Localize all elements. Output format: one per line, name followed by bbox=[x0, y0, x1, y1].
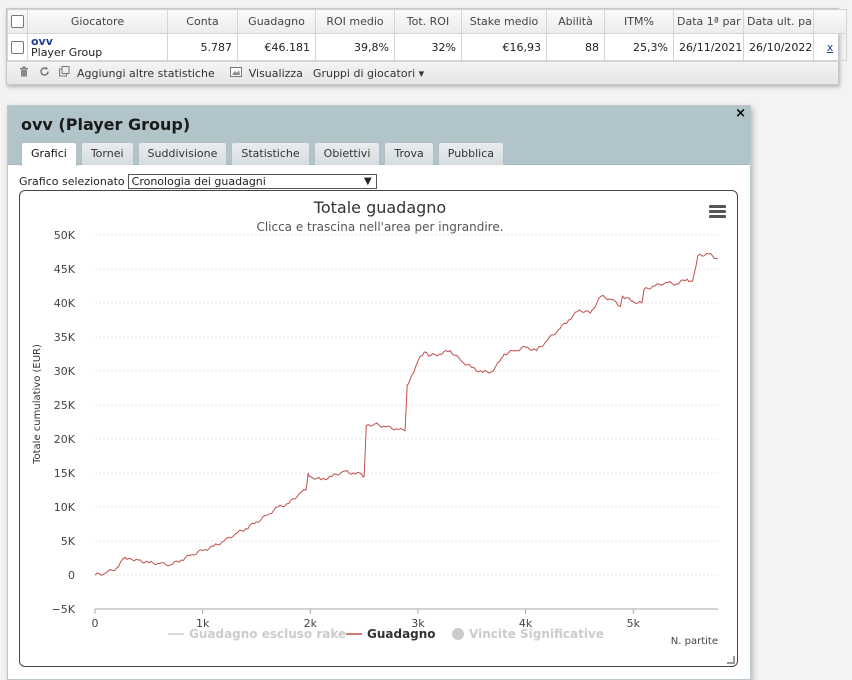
cell-remove: x bbox=[813, 33, 847, 61]
col-header-actions bbox=[813, 9, 847, 34]
cell-profit: €46.181 bbox=[237, 33, 316, 61]
col-header-profit[interactable]: Guadagno bbox=[237, 9, 316, 34]
col-header-avg-roi[interactable]: ROI medio bbox=[315, 9, 395, 34]
chart-subtitle: Clicca e trascina nell'area per ingrandi… bbox=[256, 220, 503, 234]
col-header-itm[interactable]: ITM% bbox=[604, 9, 674, 34]
y-axis-ticks: −5K 0 5K 10K 15K 20K 25K 30K 35K 40K 45K 50K bbox=[52, 229, 76, 616]
legend-item[interactable]: Guadagno escluso rake bbox=[189, 627, 346, 641]
trash-icon[interactable] bbox=[17, 66, 31, 80]
player-dialog: ovv (Player Group) × Grafici Tornei Sudd… bbox=[7, 105, 751, 680]
chart-container[interactable]: Totale guadagno Clicca e trascina nell'a… bbox=[19, 190, 738, 667]
stats-table: Giocatore Conta Guadagno ROI medio Tot. … bbox=[7, 9, 847, 61]
stats-toolbar: Aggiungi altre statistiche Visualizza Gr… bbox=[7, 61, 838, 84]
y-tick-label: 10K bbox=[54, 501, 76, 514]
x-tick-label: 3k bbox=[411, 617, 425, 630]
x-axis-ticks: 0 1k 2k 3k 4k 5k bbox=[92, 609, 641, 630]
resize-handle[interactable] bbox=[727, 656, 735, 664]
tab-suddivisione[interactable]: Suddivisione bbox=[137, 142, 228, 165]
player-groups-dropdown[interactable]: Gruppi di giocatori ▾ bbox=[312, 66, 425, 80]
tab-statistiche[interactable]: Statistiche bbox=[231, 142, 310, 165]
tab-grafici[interactable]: Grafici bbox=[21, 142, 77, 166]
table-header-row: Giocatore Conta Guadagno ROI medio Tot. … bbox=[7, 9, 847, 34]
add-stats-button[interactable]: Aggiungi altre statistiche bbox=[77, 66, 215, 80]
cell-total-roi: 32% bbox=[394, 33, 462, 61]
dialog-tabs: Grafici Tornei Suddivisione Statistiche … bbox=[21, 142, 505, 166]
col-header-total-roi[interactable]: Tot. ROI bbox=[394, 9, 462, 34]
y-tick-label: 20K bbox=[54, 433, 76, 446]
table-row: ovv Player Group 5.787 €46.181 39,8% 32%… bbox=[7, 33, 847, 61]
legend-marker[interactable] bbox=[452, 628, 464, 640]
chart-title: Totale guadagno bbox=[313, 198, 446, 217]
hamburger-menu-icon[interactable] bbox=[709, 205, 726, 218]
legend-item[interactable]: Vincite Significative bbox=[469, 627, 604, 641]
x-tick-label: 2k bbox=[304, 617, 318, 630]
dialog-header: ovv (Player Group) × Grafici Tornei Sudd… bbox=[8, 106, 750, 166]
y-tick-label: 0 bbox=[68, 569, 75, 582]
y-tick-label: 45K bbox=[54, 263, 76, 276]
cell-itm: 25,3% bbox=[604, 33, 674, 61]
chart-select[interactable]: Cronologia dei guadagni ▼ bbox=[127, 174, 377, 189]
refresh-icon[interactable] bbox=[37, 66, 51, 80]
x-axis-label: N. partite bbox=[671, 636, 718, 647]
chart-legend: Guadagno escluso rake Guadagno Vincite Sig… bbox=[168, 627, 604, 641]
player-name-link[interactable]: ovv bbox=[31, 35, 53, 48]
player-cell: ovv Player Group bbox=[27, 33, 168, 61]
remove-player-link[interactable]: x bbox=[826, 40, 834, 54]
close-icon[interactable]: × bbox=[735, 106, 746, 121]
x-tick-label: 0 bbox=[92, 617, 99, 630]
cell-ability: 88 bbox=[546, 33, 605, 61]
view-icon[interactable] bbox=[229, 66, 243, 80]
col-header-player[interactable]: Giocatore bbox=[27, 9, 168, 34]
cell-avg-stake: €16,93 bbox=[461, 33, 547, 61]
y-tick-label: 40K bbox=[54, 297, 76, 310]
col-header-ability[interactable]: Abilità bbox=[546, 9, 605, 34]
cell-count: 5.787 bbox=[167, 33, 238, 61]
select-all-cell[interactable] bbox=[7, 9, 28, 34]
x-tick-label: 5k bbox=[627, 617, 641, 630]
view-button[interactable]: Visualizza bbox=[248, 66, 303, 80]
row-checkbox[interactable] bbox=[11, 40, 24, 54]
col-header-avg-stake[interactable]: Stake medio bbox=[461, 9, 547, 34]
dialog-title: ovv (Player Group) bbox=[21, 115, 191, 134]
cell-first-date: 26/11/2021 bbox=[673, 33, 744, 61]
add-stats-icon[interactable] bbox=[57, 66, 71, 80]
series-line-guadagno[interactable] bbox=[94, 252, 719, 576]
y-tick-label: 25K bbox=[54, 399, 76, 412]
y-axis-label: Totale cumulativo (EUR) bbox=[32, 344, 43, 465]
y-tick-label: 35K bbox=[54, 331, 76, 344]
tab-tornei[interactable]: Tornei bbox=[80, 142, 134, 165]
chart-select-label: Grafico selezionato bbox=[19, 175, 125, 188]
x-tick-label: 1k bbox=[196, 617, 210, 630]
cell-last-date: 26/10/2022 bbox=[743, 33, 814, 61]
chart-select-row: Grafico selezionato Cronologia dei guada… bbox=[19, 174, 377, 189]
legend-item[interactable]: Guadagno bbox=[367, 627, 436, 641]
row-select-cell[interactable] bbox=[7, 33, 28, 61]
col-header-first-date[interactable]: Data 1ª par bbox=[673, 9, 744, 34]
y-tick-label: 15K bbox=[54, 467, 76, 480]
cell-avg-roi: 39,8% bbox=[315, 33, 395, 61]
profit-chart[interactable]: Totale guadagno Clicca e trascina nell'a… bbox=[20, 191, 737, 666]
col-header-last-date[interactable]: Data ult. pa bbox=[743, 9, 814, 34]
tab-obiettivi[interactable]: Obiettivi bbox=[313, 142, 381, 165]
y-tick-label: 30K bbox=[54, 365, 76, 378]
select-all-checkbox[interactable] bbox=[11, 15, 24, 29]
tab-trova[interactable]: Trova bbox=[384, 142, 434, 165]
chevron-down-icon: ▼ bbox=[363, 176, 372, 187]
x-tick-label: 4k bbox=[519, 617, 533, 630]
player-group-label: Player Group bbox=[31, 46, 103, 59]
chart-grid bbox=[95, 234, 718, 610]
col-header-count[interactable]: Conta bbox=[167, 9, 238, 34]
stats-panel: Giocatore Conta Guadagno ROI medio Tot. … bbox=[6, 8, 847, 85]
y-tick-label: 50K bbox=[54, 229, 76, 242]
y-tick-label: −5K bbox=[52, 603, 76, 616]
chart-series bbox=[94, 252, 719, 576]
y-tick-label: 5K bbox=[61, 535, 76, 548]
tab-pubblica[interactable]: Pubblica bbox=[437, 142, 505, 165]
chart-select-value: Cronologia dei guadagni bbox=[131, 175, 266, 188]
